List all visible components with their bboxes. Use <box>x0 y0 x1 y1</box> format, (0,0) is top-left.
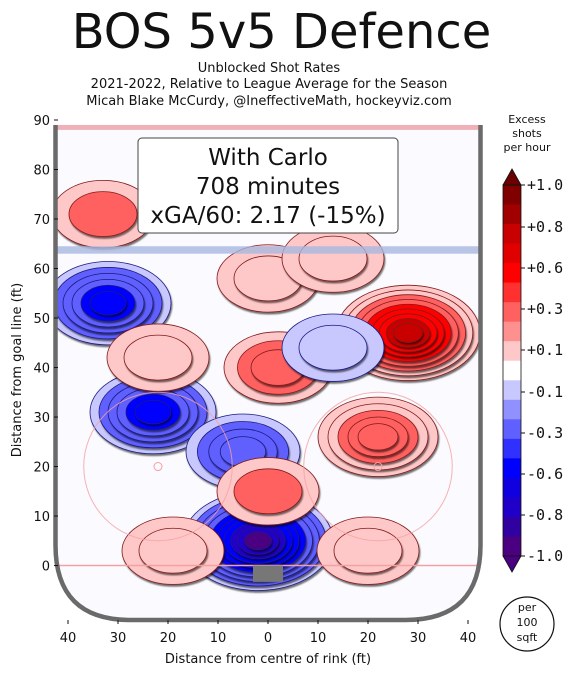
x-tick-label: 30 <box>410 631 427 646</box>
unit-line-3: sqft <box>517 631 538 644</box>
colorbar-segment <box>503 497 521 518</box>
heat-blob <box>216 457 320 526</box>
colorbar-tick-label: -0.6 <box>527 465 563 483</box>
colorbar-segment <box>503 536 521 557</box>
colorbar-segment <box>503 224 521 245</box>
unit-line-1: per <box>518 601 537 614</box>
colorbar-tick-label: -0.1 <box>527 383 563 401</box>
subtitle-line-2: 2021-2022, Relative to League Average fo… <box>90 77 448 92</box>
summary-line-1: With Carlo <box>208 145 328 171</box>
y-tick-label: 10 <box>33 510 50 525</box>
y-tick-label: 40 <box>33 362 50 377</box>
x-tick-label: 0 <box>264 631 272 646</box>
colorbar-segment <box>503 458 521 479</box>
colorbar-tick-label: +0.3 <box>527 300 563 318</box>
x-tick-label: 20 <box>360 631 377 646</box>
colorbar-segment <box>503 243 521 264</box>
y-tick-label: 70 <box>33 213 50 228</box>
colorbar-segment <box>503 321 521 342</box>
summary-line-3: xGA/60: 2.17 (-15%) <box>150 203 385 229</box>
y-tick-label: 60 <box>33 263 50 278</box>
x-tick-label: 10 <box>210 631 227 646</box>
colorbar-segment <box>503 419 521 440</box>
centre-line <box>55 124 481 130</box>
y-tick-label: 0 <box>42 560 50 575</box>
colorbar-tick-label: +0.6 <box>527 259 563 277</box>
plot-area <box>53 124 483 623</box>
blue-line <box>55 246 481 254</box>
colorbar-segment <box>503 360 521 381</box>
colorbar-title-3: per hour <box>504 141 551 154</box>
colorbar-ticks: +1.0 +0.8 +0.6 +0.3 +0.1 -0.1 -0.3 -0.6 -0.8 -1.0 <box>521 176 563 565</box>
heat-blob <box>317 396 439 477</box>
colorbar-segment <box>503 204 521 225</box>
x-tick-label: 30 <box>110 631 127 646</box>
x-tick-label: 10 <box>310 631 327 646</box>
y-tick-label: 20 <box>33 461 50 476</box>
colorbar-title-2: shots <box>512 127 542 140</box>
colorbar-segment <box>503 263 521 284</box>
colorbar-segment <box>503 438 521 459</box>
summary-box: With Carlo 708 minutes xGA/60: 2.17 (-15… <box>137 137 399 234</box>
faceoff-circle <box>303 391 453 542</box>
subtitle-line-1: Unblocked Shot Rates <box>197 61 341 76</box>
unit-circle <box>499 596 555 652</box>
colorbar-segment <box>503 380 521 401</box>
summary-line-2: 708 minutes <box>196 174 340 200</box>
heat-blob <box>281 224 385 293</box>
colorbar-tick-label: +0.1 <box>527 341 563 359</box>
colorbar-segments <box>502 168 522 573</box>
heat-blob <box>281 313 385 382</box>
goal-net <box>253 565 283 582</box>
colorbar-title-1: Excess <box>508 113 546 126</box>
colorbar-segment <box>503 399 521 420</box>
colorbar-segment <box>503 341 521 362</box>
colorbar-tick-label: +1.0 <box>527 176 563 194</box>
x-tick-label: 20 <box>160 631 177 646</box>
x-tick-label: 40 <box>60 631 77 646</box>
colorbar-segment <box>503 302 521 323</box>
colorbar-segment <box>503 477 521 498</box>
x-axis-label: Distance from centre of rink (ft) <box>165 652 371 667</box>
y-tick-label: 50 <box>33 312 50 327</box>
heat-blob <box>55 261 172 346</box>
colorbar-top-arrow <box>502 168 522 186</box>
colorbar-tick-label: -0.3 <box>527 424 563 442</box>
colorbar-tick-label: -1.0 <box>527 547 563 565</box>
heat-blob <box>121 516 225 585</box>
x-axis-ticks: 40 30 20 10 0 10 20 30 40 <box>60 620 477 646</box>
colorbar-segment <box>503 516 521 537</box>
subtitle-line-3: Micah Blake McCurdy, @IneffectiveMath, h… <box>86 94 452 109</box>
colorbar-segment <box>503 185 521 206</box>
faceoff-dot <box>373 462 383 472</box>
colorbar-tick-label: -0.8 <box>527 506 563 524</box>
faceoff-dot <box>153 462 163 472</box>
x-tick-label: 40 <box>460 631 477 646</box>
y-tick-label: 80 <box>33 164 50 179</box>
colorbar-tick-label: +0.8 <box>527 218 563 236</box>
colorbar: Excess shots per hour +1.0 +0.8 +0.6 +0.3 +0… <box>499 113 563 652</box>
y-axis-ticks: 0 10 20 30 40 50 60 70 80 90 <box>33 114 58 575</box>
chart-title: BOS 5v5 Defence <box>71 4 492 60</box>
heat-blob <box>106 323 210 392</box>
colorbar-segment <box>503 282 521 303</box>
unit-line-2: 100 <box>517 616 538 629</box>
faceoff-circle <box>83 391 233 542</box>
y-tick-label: 30 <box>33 411 50 426</box>
colorbar-frame <box>502 184 522 557</box>
heat-blob <box>316 516 420 585</box>
y-axis-label: Distance from goal line (ft) <box>10 283 25 457</box>
colorbar-bottom-arrow <box>502 555 522 573</box>
y-tick-label: 90 <box>33 114 50 129</box>
